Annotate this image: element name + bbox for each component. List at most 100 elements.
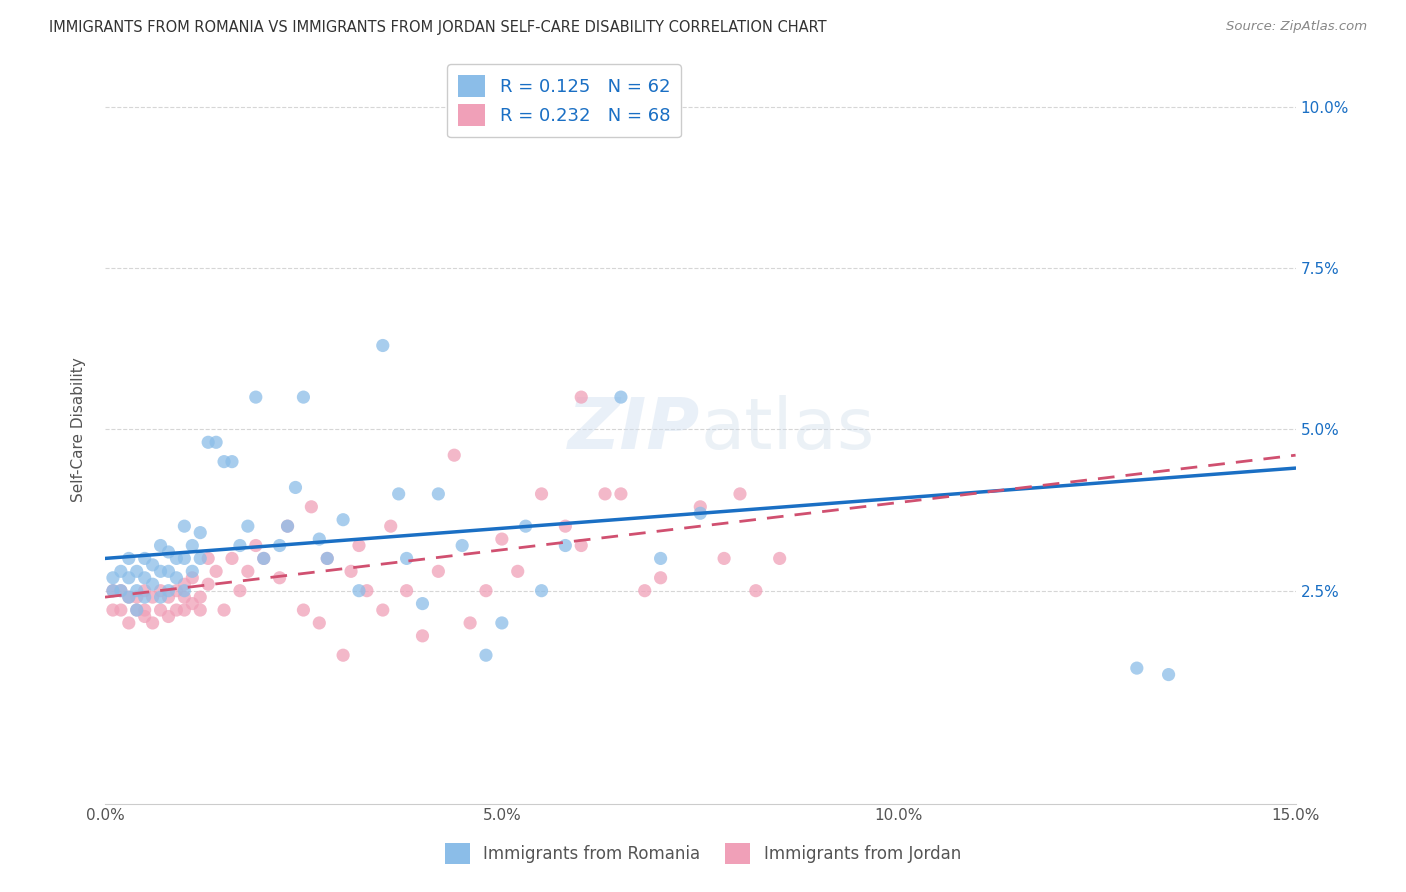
Point	[356, 583, 378, 598]
Point	[284, 480, 307, 494]
Point	[316, 551, 339, 566]
Point	[173, 583, 195, 598]
Point	[110, 603, 132, 617]
Point	[134, 571, 156, 585]
Point	[165, 571, 187, 585]
Point	[149, 539, 172, 553]
Point	[554, 519, 576, 533]
Point	[118, 590, 141, 604]
Point	[569, 390, 592, 404]
Point	[173, 519, 195, 533]
Point	[188, 525, 211, 540]
Point	[269, 571, 291, 585]
Point	[245, 390, 267, 404]
Point	[197, 435, 219, 450]
Point	[491, 615, 513, 630]
Point	[236, 519, 259, 533]
Point	[506, 565, 529, 579]
Point	[157, 565, 180, 579]
Point	[149, 590, 172, 604]
Point	[188, 590, 211, 604]
Point	[101, 583, 124, 598]
Point	[134, 609, 156, 624]
Point	[149, 583, 172, 598]
Point	[530, 487, 553, 501]
Point	[475, 648, 498, 663]
Point	[221, 551, 243, 566]
Point	[157, 545, 180, 559]
Point	[411, 597, 433, 611]
Point	[134, 590, 156, 604]
Point	[713, 551, 735, 566]
Point	[569, 539, 592, 553]
Point	[515, 519, 537, 533]
Point	[689, 500, 711, 514]
Point	[728, 487, 751, 501]
Point	[332, 513, 354, 527]
Point	[197, 551, 219, 566]
Point	[149, 603, 172, 617]
Point	[650, 571, 672, 585]
Point	[634, 583, 657, 598]
Point	[125, 603, 148, 617]
Point	[173, 577, 195, 591]
Point	[689, 506, 711, 520]
Point	[134, 551, 156, 566]
Point	[308, 615, 330, 630]
Point	[340, 565, 363, 579]
Point	[188, 551, 211, 566]
Point	[205, 435, 228, 450]
Point	[125, 565, 148, 579]
Text: ZIP: ZIP	[568, 395, 700, 464]
Point	[458, 615, 481, 630]
Point	[142, 615, 165, 630]
Text: atlas: atlas	[700, 395, 875, 464]
Point	[173, 590, 195, 604]
Point	[173, 551, 195, 566]
Point	[157, 609, 180, 624]
Point	[411, 629, 433, 643]
Point	[245, 539, 267, 553]
Point	[395, 551, 418, 566]
Point	[443, 448, 465, 462]
Point	[125, 603, 148, 617]
Point	[173, 603, 195, 617]
Point	[1157, 667, 1180, 681]
Point	[110, 583, 132, 598]
Point	[769, 551, 792, 566]
Point	[475, 583, 498, 598]
Point	[269, 539, 291, 553]
Point	[253, 551, 276, 566]
Point	[197, 577, 219, 591]
Text: IMMIGRANTS FROM ROMANIA VS IMMIGRANTS FROM JORDAN SELF-CARE DISABILITY CORRELATI: IMMIGRANTS FROM ROMANIA VS IMMIGRANTS FR…	[49, 20, 827, 35]
Point	[101, 571, 124, 585]
Point	[308, 532, 330, 546]
Point	[181, 539, 204, 553]
Point	[157, 590, 180, 604]
Point	[371, 603, 394, 617]
Point	[236, 565, 259, 579]
Point	[347, 539, 370, 553]
Point	[332, 648, 354, 663]
Point	[118, 590, 141, 604]
Point	[157, 583, 180, 598]
Point	[134, 603, 156, 617]
Point	[142, 590, 165, 604]
Point	[451, 539, 474, 553]
Point	[530, 583, 553, 598]
Point	[142, 577, 165, 591]
Point	[292, 603, 315, 617]
Point	[253, 551, 276, 566]
Point	[427, 565, 450, 579]
Point	[1126, 661, 1149, 675]
Point	[427, 487, 450, 501]
Point	[181, 565, 204, 579]
Point	[188, 603, 211, 617]
Legend: Immigrants from Romania, Immigrants from Jordan: Immigrants from Romania, Immigrants from…	[439, 837, 967, 871]
Point	[165, 583, 187, 598]
Point	[125, 590, 148, 604]
Point	[149, 565, 172, 579]
Point	[134, 583, 156, 598]
Point	[110, 583, 132, 598]
Point	[277, 519, 299, 533]
